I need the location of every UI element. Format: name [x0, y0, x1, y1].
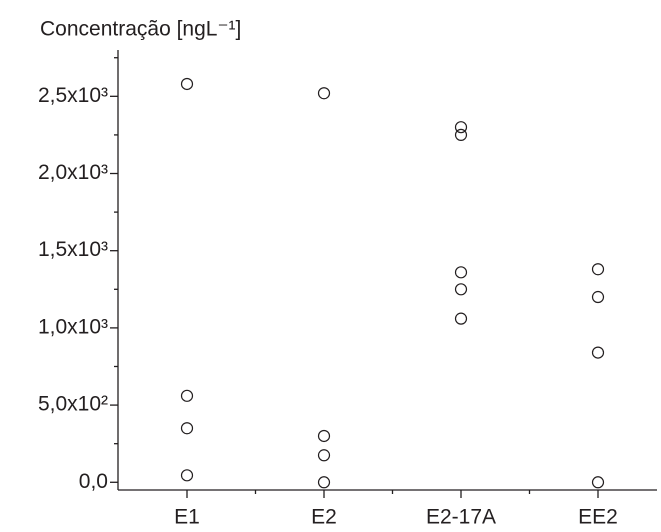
y-tick-label: 0,0 — [79, 470, 108, 493]
x-tick-label: E2-17A — [426, 506, 496, 529]
point — [454, 312, 468, 325]
x-tick-label: E2 — [311, 506, 337, 529]
chart-title: Concentração [ngL⁻¹] — [40, 18, 241, 41]
point — [454, 266, 468, 279]
point — [317, 449, 331, 462]
point — [591, 346, 605, 359]
point — [180, 422, 194, 435]
x-tick-label: E1 — [174, 506, 200, 529]
point — [591, 290, 605, 304]
point — [180, 469, 194, 482]
point — [591, 476, 605, 489]
y-tick-label: 5,0x10² — [38, 393, 108, 416]
y-tick-label: 1,0x10³ — [38, 315, 108, 338]
y-tick-label: 2,0x10³ — [38, 161, 108, 184]
point — [317, 87, 331, 100]
y-tick-label: 2,5x10³ — [38, 84, 108, 107]
point — [180, 77, 194, 91]
point — [591, 263, 605, 276]
point — [180, 389, 194, 402]
x-tick-label: EE2 — [578, 506, 618, 529]
point — [317, 429, 331, 443]
point — [454, 283, 468, 296]
point — [454, 128, 468, 142]
point — [317, 476, 331, 489]
y-tick-label: 1,5x10³ — [38, 238, 108, 261]
point — [454, 121, 468, 134]
